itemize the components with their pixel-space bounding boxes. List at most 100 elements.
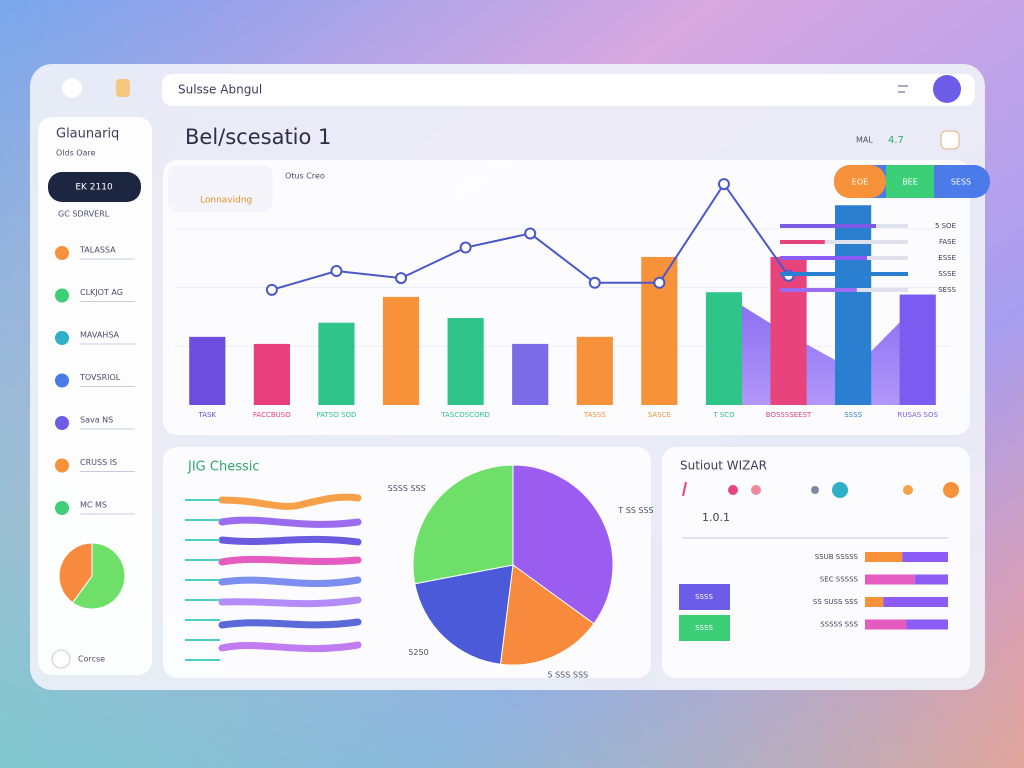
- slice-label: T SS SSS: [617, 506, 653, 515]
- row-label: SSUB SSSSS: [815, 553, 859, 561]
- icon[interactable]: [943, 482, 959, 498]
- info-box-label: SSSS: [695, 593, 713, 601]
- stream: [218, 493, 362, 510]
- icon: [682, 481, 687, 497]
- stream: [218, 618, 362, 629]
- stream: [218, 576, 362, 588]
- x-tick-label: SSSS: [844, 411, 862, 419]
- nav-item[interactable]: TALASSA: [79, 246, 116, 255]
- stream: [218, 535, 362, 546]
- nav-item[interactable]: TOVSRIOL: [79, 373, 121, 382]
- progress-label: FASE: [939, 238, 956, 246]
- sidebar-subtitle: Olds Oare: [56, 149, 96, 158]
- pie-slice: [414, 564, 514, 665]
- row-label: SS SUSS SSS: [813, 598, 859, 606]
- progress-bar: [780, 240, 825, 244]
- bar: [318, 322, 355, 405]
- bar-segment: [906, 619, 948, 630]
- sidebar-button[interactable]: [48, 172, 141, 202]
- bar-segment: [865, 597, 884, 607]
- x-tick-label: TASK: [198, 411, 217, 419]
- progress-label: 5 SOE: [935, 222, 956, 230]
- bar: [576, 336, 613, 405]
- x-tick-label: SASCE: [648, 411, 671, 419]
- line-point: [717, 178, 730, 191]
- icon[interactable]: [751, 485, 761, 495]
- nav-item[interactable]: Sava NS: [80, 416, 113, 425]
- pie-slice: [412, 464, 514, 585]
- x-tick-label: T SCO: [712, 411, 735, 419]
- filter-icon[interactable]: [898, 85, 908, 93]
- stream-ticks: [185, 499, 220, 661]
- info-box: [679, 615, 730, 641]
- search-text: Sulsse Abngul: [178, 83, 262, 97]
- bar: [512, 343, 549, 405]
- settings-icon[interactable]: [51, 649, 71, 669]
- pie-slice: [499, 564, 595, 666]
- tab[interactable]: [886, 165, 934, 198]
- bar: [253, 343, 290, 405]
- icon[interactable]: [728, 485, 738, 495]
- nav-icon[interactable]: [55, 373, 69, 388]
- nav-item[interactable]: MAVAHSA: [80, 331, 120, 340]
- chart-subtitle: Lonnavidng: [200, 196, 252, 206]
- x-tick-label: RUSAS SOS: [897, 411, 938, 419]
- nav-icon[interactable]: [55, 288, 69, 303]
- chart-title: Otus Creo: [285, 172, 325, 181]
- icon[interactable]: [811, 486, 819, 494]
- bar: [705, 292, 743, 405]
- bar: [899, 294, 936, 405]
- nav-icon[interactable]: [55, 331, 69, 345]
- bar-segment: [914, 574, 948, 585]
- line-point: [524, 227, 537, 240]
- logo[interactable]: [62, 78, 82, 98]
- stream: [218, 516, 362, 528]
- x-tick-label: PATSO SOD: [317, 411, 357, 419]
- nav-icon[interactable]: [55, 416, 69, 430]
- info-box: [679, 584, 730, 610]
- sidebar-footer: Corcse: [78, 655, 105, 664]
- page-title: Bel/scesatio 1: [185, 125, 331, 149]
- toolbar-value: 4.7: [888, 135, 904, 146]
- nav-item[interactable]: CRUSS IS: [80, 458, 117, 467]
- progress-label: SESS: [938, 286, 956, 294]
- progress-bar: [780, 224, 876, 228]
- bar-segment: [865, 619, 907, 630]
- panel-title: JIG Chessic: [187, 460, 260, 475]
- progress-track: [780, 240, 908, 244]
- line-point: [653, 276, 666, 289]
- nav-item[interactable]: CLKJOT AG: [80, 288, 123, 297]
- nav-icon[interactable]: [55, 501, 69, 515]
- pie-slice: [512, 464, 614, 625]
- tab-label: EOE: [852, 178, 868, 187]
- nav-item[interactable]: MC MS: [80, 501, 107, 510]
- x-tick-label: TASCOSCORD: [440, 411, 489, 419]
- pause-icon[interactable]: [116, 79, 130, 97]
- line-point: [395, 272, 408, 285]
- info-box-label: SSSS: [695, 624, 713, 632]
- icon[interactable]: [903, 485, 913, 495]
- slice-label: 5 SSS SSS: [547, 671, 588, 680]
- sidebar-button-label: EK 2110: [75, 183, 113, 193]
- avatar[interactable]: [933, 75, 961, 103]
- summary-panel: [662, 447, 970, 678]
- search-bar[interactable]: [162, 74, 975, 106]
- icon[interactable]: [832, 482, 848, 498]
- toolbar-icon[interactable]: [940, 130, 960, 150]
- bar-segment: [865, 552, 903, 562]
- line-point: [265, 283, 278, 296]
- progress-label: ESSE: [938, 254, 956, 262]
- tab[interactable]: [834, 165, 886, 198]
- progress-bar: [780, 272, 908, 276]
- slice-label: 5250: [408, 648, 428, 657]
- stream: [218, 596, 362, 608]
- stream: [218, 641, 362, 653]
- x-tick-label: BOSSSSEEST: [766, 411, 812, 419]
- panel-title: Sutiout WIZAR: [680, 459, 767, 473]
- nav-icon[interactable]: [55, 246, 69, 260]
- nav-icon[interactable]: [55, 458, 69, 473]
- bar: [189, 336, 226, 405]
- stream-lines: [218, 493, 362, 653]
